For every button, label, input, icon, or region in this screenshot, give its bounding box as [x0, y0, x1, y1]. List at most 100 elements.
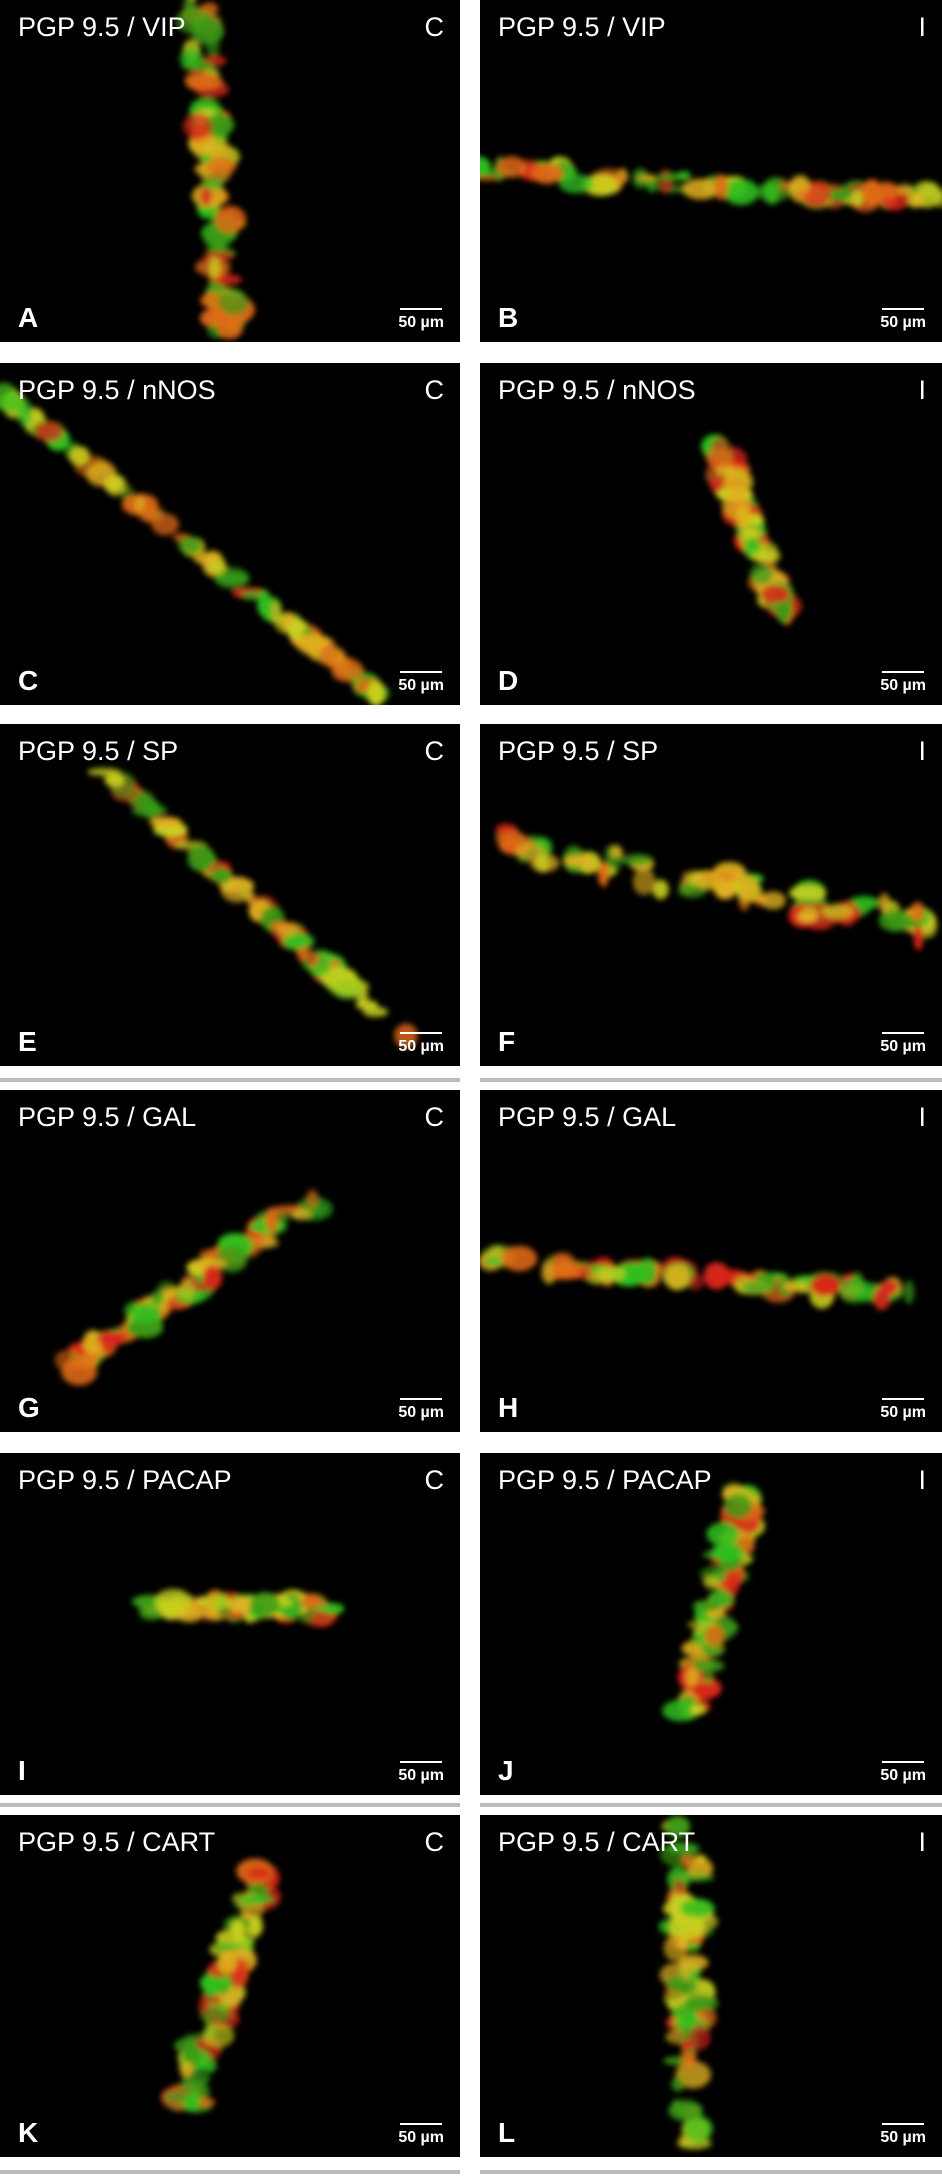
cell [690, 1704, 706, 1716]
micrograph [87, 767, 418, 1048]
cell [105, 474, 127, 497]
cell [785, 1279, 798, 1291]
scale-text: 50 µm [398, 1404, 444, 1421]
cell [187, 844, 215, 872]
cell [197, 1593, 232, 1611]
cell [178, 536, 202, 554]
cell [682, 178, 720, 200]
panel-title: PGP 9.5 / GAL [498, 1102, 677, 1132]
cell [903, 1280, 915, 1305]
scale-line [400, 2123, 442, 2125]
panel-letter: H [498, 1392, 519, 1423]
side-label: I [918, 12, 926, 42]
cell [666, 1842, 700, 1855]
cell [362, 1006, 389, 1017]
cell [710, 1543, 744, 1562]
scale-bar: 50 µm [880, 1761, 926, 1785]
cell [666, 1976, 688, 1993]
scale-bar: 50 µm [880, 671, 926, 695]
panel-letter: E [18, 1026, 37, 1057]
cell [214, 205, 247, 233]
cell [246, 1866, 271, 1880]
cell [206, 157, 237, 176]
scale-text: 50 µm [398, 1767, 444, 1784]
panel-title: PGP 9.5 / nNOS [18, 375, 216, 405]
cell [704, 1624, 725, 1647]
cell [367, 680, 385, 705]
cell [714, 174, 728, 201]
scale-text: 50 µm [880, 677, 926, 694]
scale-line [400, 671, 442, 673]
cell [496, 156, 527, 178]
cell [301, 1596, 322, 1607]
cell [558, 174, 594, 194]
cell [879, 1279, 899, 1296]
cell [154, 1588, 192, 1616]
panel-title: PGP 9.5 / nNOS [498, 375, 696, 405]
cell [712, 1569, 727, 1582]
cell [705, 448, 734, 469]
scale-bar: 50 µm [880, 1398, 926, 1422]
side-label: C [424, 12, 445, 42]
cell [913, 924, 924, 951]
panel: PGP 9.5 / nNOS I D 50 µm [480, 363, 942, 705]
micrograph [175, 0, 256, 340]
cell [563, 855, 592, 867]
panel-letter: C [18, 665, 39, 696]
cell [551, 1267, 582, 1280]
scale-line [882, 1761, 924, 1763]
cell [331, 658, 364, 683]
side-label: C [424, 736, 445, 766]
cell [741, 1281, 777, 1294]
scale-bar: 50 µm [880, 1032, 926, 1056]
cell [200, 154, 212, 164]
scale-text: 50 µm [880, 1038, 926, 1055]
cell [851, 189, 863, 207]
cell [218, 289, 249, 316]
cell [237, 1895, 274, 1904]
micrograph [480, 156, 942, 213]
cell [34, 421, 64, 442]
side-label: C [424, 1102, 445, 1132]
scale-text: 50 µm [398, 314, 444, 331]
cell [678, 1873, 716, 1882]
separator [480, 1803, 942, 1807]
cell [217, 1950, 237, 1974]
cell [61, 1357, 98, 1386]
micrograph [131, 1588, 345, 1628]
scale-bar: 50 µm [398, 2123, 444, 2147]
side-label: I [918, 1465, 926, 1495]
panel-title: PGP 9.5 / VIP [498, 12, 666, 42]
panel-title: PGP 9.5 / VIP [18, 12, 186, 42]
cell [632, 867, 656, 896]
cell [695, 870, 724, 891]
panel-title: PGP 9.5 / SP [18, 736, 179, 766]
scale-bar: 50 µm [398, 308, 444, 332]
side-label: I [918, 736, 926, 766]
panel: PGP 9.5 / CART C K 50 µm [0, 1815, 460, 2157]
cell [665, 1815, 691, 1838]
scale-text: 50 µm [398, 1038, 444, 1055]
cell [888, 918, 923, 929]
cell [292, 1208, 312, 1221]
cell [184, 69, 212, 91]
cell [294, 633, 330, 651]
cell [216, 315, 244, 340]
cell [825, 189, 854, 201]
cell [131, 804, 166, 818]
panel: PGP 9.5 / GAL I H 50 µm [480, 1090, 942, 1432]
cell [685, 1666, 700, 1688]
cell [182, 0, 196, 11]
cell [179, 2061, 194, 2078]
cell [735, 505, 751, 530]
cell [175, 8, 212, 35]
cell [515, 843, 547, 861]
cell [769, 176, 784, 189]
cell [551, 1252, 575, 1270]
cell [683, 1994, 719, 2012]
cell [229, 1965, 247, 1989]
cell [910, 901, 925, 924]
panel-title: PGP 9.5 / CART [18, 1827, 216, 1857]
side-label: C [424, 1465, 445, 1495]
cell [315, 952, 332, 976]
